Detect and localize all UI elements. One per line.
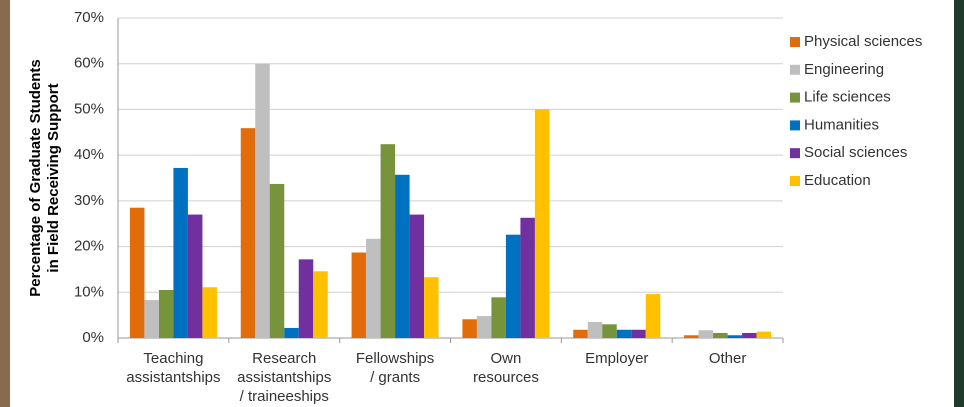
bar xyxy=(269,183,285,338)
bar xyxy=(505,234,521,338)
x-tick-label-line: Employer xyxy=(585,350,648,367)
bar xyxy=(380,144,396,338)
bar xyxy=(187,214,203,338)
y-axis-label: Percentage of Graduate Studentsin Field … xyxy=(27,59,62,297)
y-tick-label: 40% xyxy=(74,146,104,163)
bar xyxy=(351,252,367,338)
x-tick-label-line: assistantships xyxy=(126,369,220,386)
x-tick-label: Own resources xyxy=(473,350,539,386)
bar xyxy=(476,316,492,338)
legend-swatch xyxy=(790,148,800,159)
bar xyxy=(424,277,439,338)
x-tick-label-line: Own xyxy=(490,350,521,367)
y-axis-label-line: in Field Receiving Support xyxy=(45,83,62,272)
bar xyxy=(631,329,646,338)
legend-label: Engineering xyxy=(804,61,884,78)
bar xyxy=(645,294,661,338)
y-tick-label: 50% xyxy=(74,100,104,117)
bar xyxy=(698,330,714,338)
x-tick-label: Teaching assistantships xyxy=(126,350,220,386)
bar xyxy=(366,238,381,338)
x-tick-label-line: Research xyxy=(252,350,316,367)
x-tick-label-line: Other xyxy=(709,350,747,367)
bar xyxy=(573,329,588,338)
legend-label: Physical sciences xyxy=(804,33,922,50)
x-tick-label: Other xyxy=(709,350,747,367)
bar xyxy=(144,300,159,338)
bar xyxy=(255,63,270,338)
legend-label: Humanities xyxy=(804,116,879,133)
bar xyxy=(298,259,314,338)
legend-swatch xyxy=(790,120,800,131)
x-tick-label-line: / grants xyxy=(370,369,420,386)
bar xyxy=(284,327,299,338)
legend-swatch xyxy=(790,176,800,186)
x-tick-label-line: Teaching xyxy=(143,350,203,367)
bar xyxy=(240,128,256,338)
bar xyxy=(756,331,772,338)
x-tick-label-line: resources xyxy=(473,369,539,386)
x-tick-label: Fellowships / grants xyxy=(356,350,434,386)
y-tick-label: 30% xyxy=(74,192,104,209)
bar xyxy=(602,324,617,338)
bar xyxy=(202,287,217,338)
x-tick-label: Employer xyxy=(585,350,648,367)
frame-edge xyxy=(954,0,964,407)
legend-swatch xyxy=(790,37,800,47)
y-tick-label: 0% xyxy=(82,329,104,346)
bar xyxy=(462,319,477,338)
legend-swatch xyxy=(790,92,800,103)
bar xyxy=(534,109,550,338)
bar xyxy=(587,322,603,338)
bar xyxy=(409,214,425,338)
x-tick-label-line: / traineeships xyxy=(240,388,329,405)
y-axis-label-line: Percentage of Graduate Students xyxy=(27,59,44,297)
legend-label: Social sciences xyxy=(804,144,907,161)
bar xyxy=(173,167,188,338)
bar xyxy=(616,329,632,338)
legend-label: Education xyxy=(804,172,871,189)
legend-swatch xyxy=(790,64,800,75)
y-tick-label: 10% xyxy=(74,283,104,300)
bar xyxy=(395,174,410,338)
bar xyxy=(742,332,757,338)
y-tick-label: 20% xyxy=(74,238,104,255)
bar xyxy=(727,335,743,338)
bar xyxy=(520,217,535,338)
bar xyxy=(313,271,328,338)
bar xyxy=(129,207,145,338)
photo-edge xyxy=(0,0,10,407)
y-tick-label: 70% xyxy=(74,9,104,26)
bar xyxy=(158,290,174,338)
x-tick-label: Research assistantships / traineeships xyxy=(237,350,331,405)
x-tick-label-line: Fellowships xyxy=(356,350,434,367)
x-tick-label-line: assistantships xyxy=(237,369,331,386)
bar xyxy=(491,297,506,338)
y-tick-label: 60% xyxy=(74,55,104,72)
bar xyxy=(713,332,728,338)
legend-label: Life sciences xyxy=(804,89,891,106)
bar xyxy=(684,335,699,338)
